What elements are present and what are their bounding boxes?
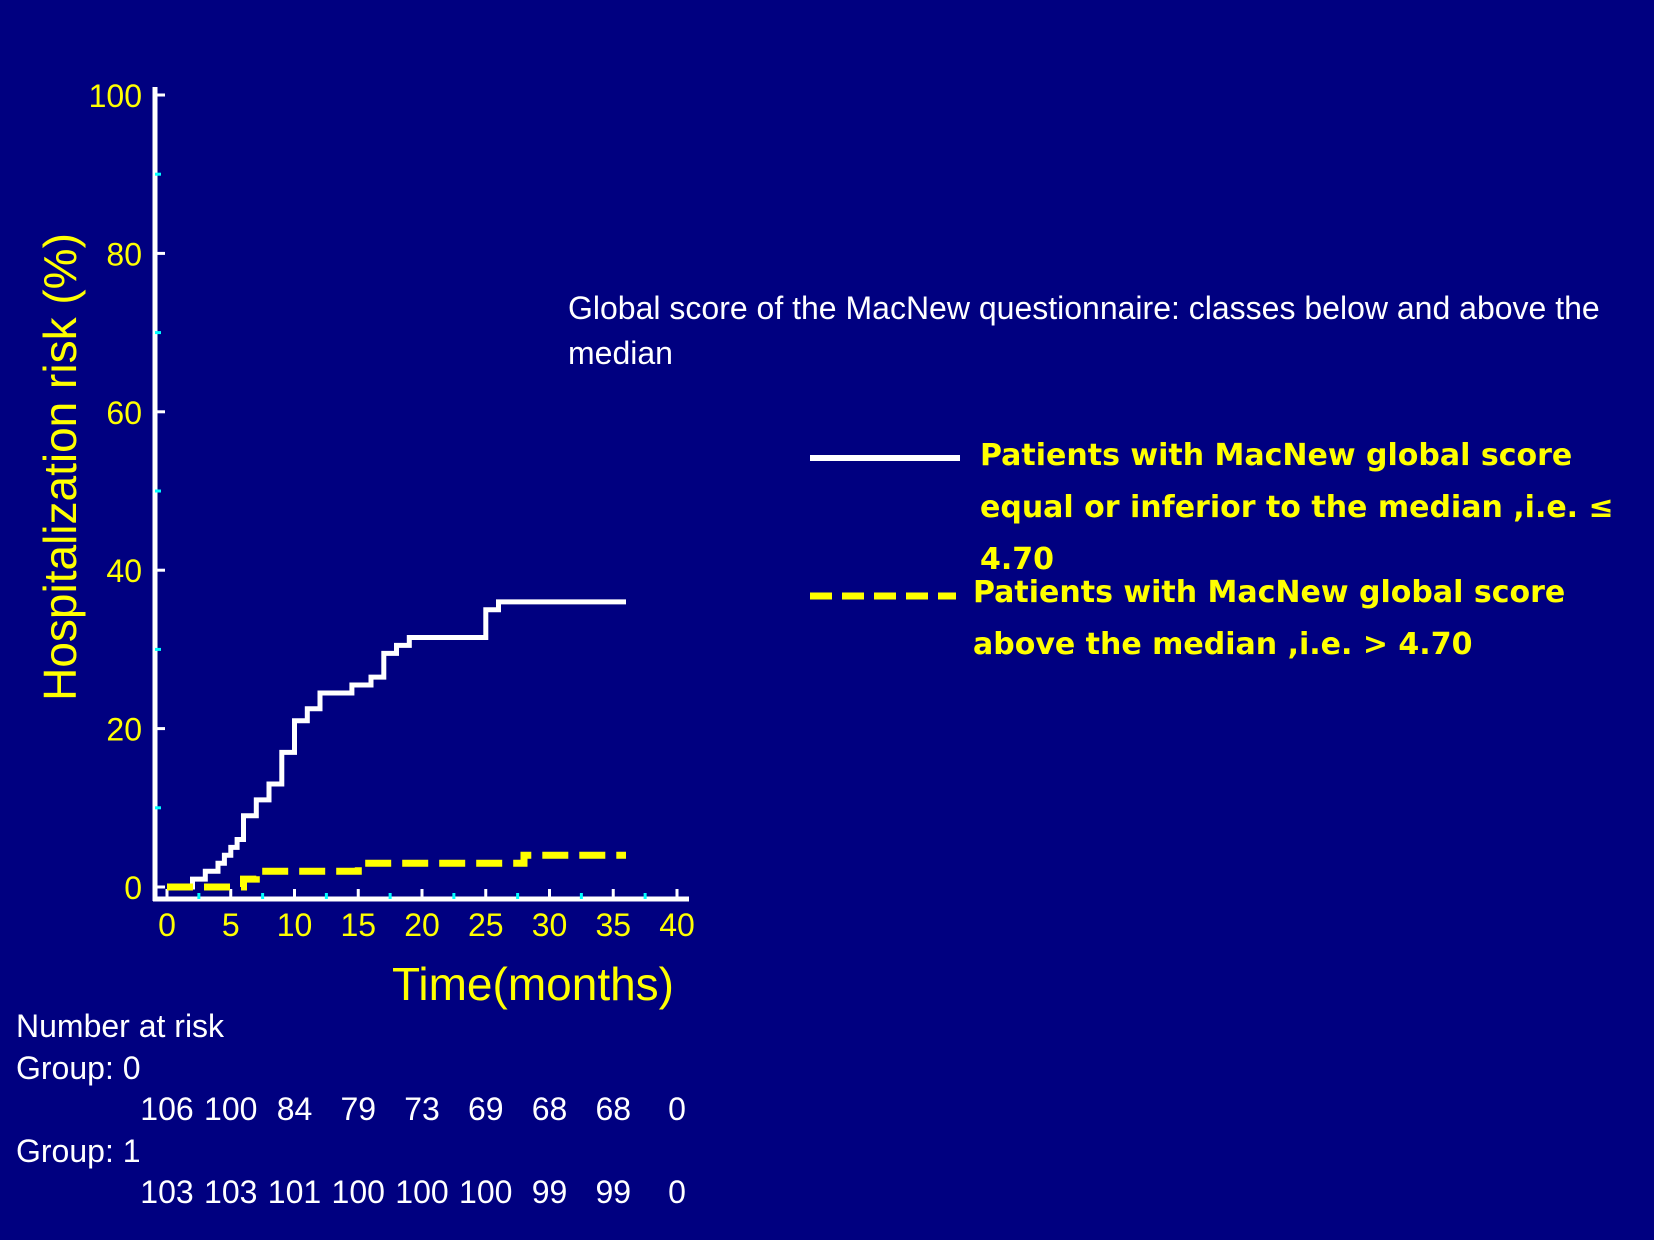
risk-value: 79 bbox=[340, 1091, 377, 1127]
y-tick-label: 80 bbox=[106, 236, 142, 272]
risk-value: 103 bbox=[140, 1174, 194, 1210]
chart-series bbox=[167, 599, 626, 891]
risk-value: 99 bbox=[531, 1174, 568, 1210]
y-tick-label: 100 bbox=[89, 78, 142, 114]
risk-value: 84 bbox=[276, 1091, 313, 1127]
chart-annotation: Global score of the MacNew questionnaire… bbox=[568, 290, 1600, 371]
risk-value: 100 bbox=[459, 1174, 513, 1210]
series-line-group-1 bbox=[167, 851, 626, 891]
chart-axes bbox=[152, 87, 689, 902]
x-tick-label: 0 bbox=[158, 907, 176, 943]
legend-lines bbox=[810, 455, 960, 600]
x-tick-label: 5 bbox=[222, 907, 240, 943]
risk-value: 100 bbox=[395, 1174, 449, 1210]
risk-value: 106 bbox=[140, 1091, 194, 1127]
risk-value: 101 bbox=[267, 1174, 322, 1210]
x-tick-label: 20 bbox=[404, 907, 440, 943]
chart-labels: 0 20 40 60 80 100 0 5 10 15 20 25 30 35 40 Time(months)… bbox=[34, 78, 695, 1010]
risk-group-1-label: Group: 1 bbox=[16, 1133, 141, 1169]
y-tick-label: 60 bbox=[106, 395, 142, 431]
legend-entry-group-1: Patients with MacNew global score above … bbox=[973, 575, 1566, 662]
y-tick-label: 0 bbox=[124, 870, 142, 906]
x-tick-label: 35 bbox=[595, 907, 631, 943]
x-tick-label: 15 bbox=[340, 907, 376, 943]
risk-value: 100 bbox=[331, 1174, 385, 1210]
x-tick-label: 25 bbox=[468, 907, 504, 943]
risk-value: 68 bbox=[595, 1091, 632, 1127]
risk-value: 68 bbox=[531, 1091, 568, 1127]
risk-group-0-label: Group: 0 bbox=[16, 1050, 141, 1086]
risk-table-title: Number at risk bbox=[16, 1008, 225, 1044]
y-tick-label: 20 bbox=[106, 712, 142, 748]
x-tick-label: 40 bbox=[659, 907, 695, 943]
risk-value: 100 bbox=[204, 1091, 258, 1127]
y-axis-title: Hospitalization risk (%) bbox=[34, 233, 86, 701]
y-tick-label: 40 bbox=[106, 553, 142, 589]
chart-ticks bbox=[155, 93, 679, 899]
risk-value: 99 bbox=[595, 1174, 632, 1210]
risk-value: 103 bbox=[204, 1174, 258, 1210]
x-tick-label: 10 bbox=[277, 907, 313, 943]
risk-value: 0 bbox=[668, 1091, 686, 1127]
risk-value: 69 bbox=[467, 1091, 504, 1127]
legend-entry-group-0: Patients with MacNew global score equal … bbox=[980, 438, 1614, 577]
risk-value: 73 bbox=[404, 1091, 440, 1127]
x-axis-title: Time(months) bbox=[392, 958, 674, 1010]
risk-value: 0 bbox=[668, 1174, 686, 1210]
series-line-group-0 bbox=[167, 599, 626, 890]
x-tick-label: 30 bbox=[532, 907, 568, 943]
